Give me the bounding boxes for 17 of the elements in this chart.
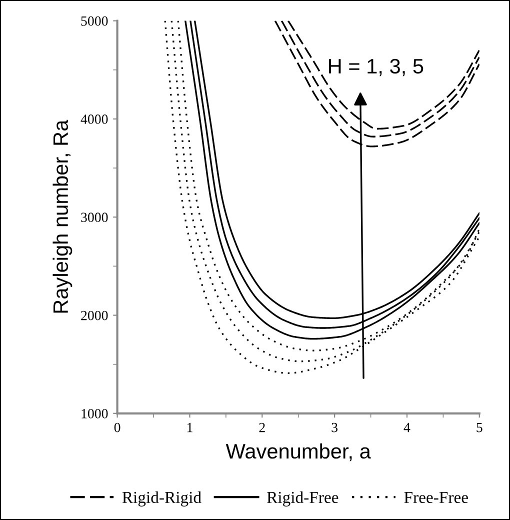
x-tick-label: 0 [114,422,120,432]
y-tick-label: 2000 [81,310,108,320]
y-tick-label: 3000 [81,212,108,222]
y-axis-title: Rayleigh number, Ra [52,120,72,313]
y-tick-label: 4000 [80,114,108,124]
y-tick-label: 1000 [82,408,108,418]
x-tick-label: 4 [404,422,410,432]
y-tick-label: 5000 [81,16,108,26]
annotation: H = 1, 3, 5 [329,58,424,76]
legend-label: Rigid-Rigid [122,491,202,506]
legend-label: Free-Free [404,492,468,504]
legend-label: Rigid-Free [267,491,338,506]
x-tick-label: 1 [187,422,192,432]
x-tick-label: 5 [476,422,482,432]
x-axis-title: Wavenumber, a [226,443,371,462]
x-tick-label: 3 [332,422,338,432]
x-tick-label: 2 [259,422,265,432]
